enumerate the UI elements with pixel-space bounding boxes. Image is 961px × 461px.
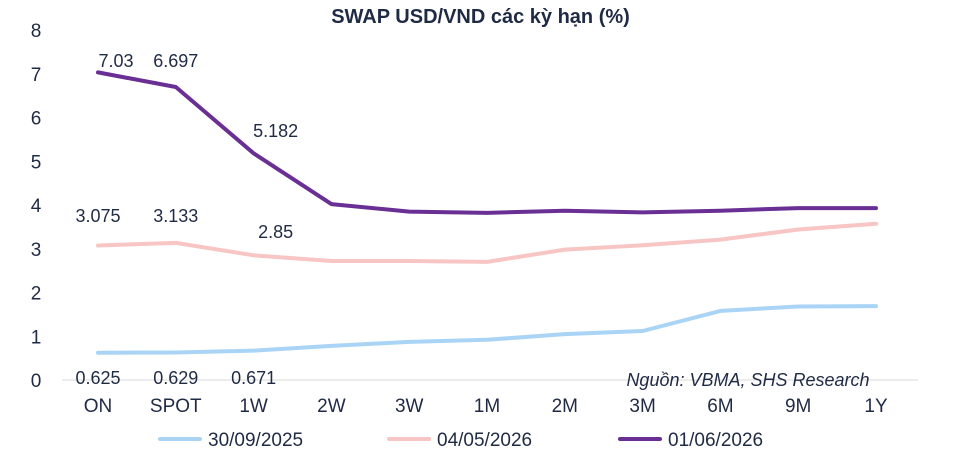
series-line	[96, 70, 878, 215]
x-tick-label: 2W	[317, 396, 346, 417]
data-label: 7.03	[98, 51, 133, 71]
y-tick-label: 1	[31, 327, 42, 348]
data-label: 0.625	[75, 368, 120, 388]
legend-label: 04/05/2026	[437, 430, 532, 451]
x-tick-label: ON	[84, 396, 113, 417]
legend-label: 30/09/2025	[208, 430, 303, 451]
chart-title: SWAP USD/VND các kỳ hạn (%)	[331, 6, 630, 28]
y-tick-label: 3	[31, 240, 42, 261]
y-tick-label: 5	[31, 152, 42, 173]
y-tick-label: 8	[31, 21, 42, 42]
x-tick-label: 1M	[474, 396, 500, 417]
data-label: 2.85	[258, 222, 293, 242]
x-tick-label: 1Y	[864, 396, 888, 417]
x-tick-label: 3W	[395, 396, 424, 417]
data-label: 0.671	[231, 368, 276, 388]
data-label: 5.182	[253, 121, 298, 141]
y-tick-label: 4	[31, 196, 42, 217]
y-tick-label: 2	[31, 284, 42, 305]
y-tick-label: 6	[31, 109, 42, 130]
data-label: 3.075	[75, 206, 120, 226]
source-note: Nguồn: VBMA, SHS Research	[626, 370, 869, 390]
y-tick-label: 7	[31, 65, 42, 86]
x-tick-label: 3M	[629, 396, 655, 417]
x-tick-label: 9M	[785, 396, 811, 417]
series-line	[96, 221, 878, 264]
x-tick-label: SPOT	[150, 396, 202, 417]
y-tick-label: 0	[31, 371, 42, 392]
data-label: 6.697	[153, 51, 198, 71]
x-tick-label: 6M	[707, 396, 733, 417]
x-tick-label: 2M	[552, 396, 578, 417]
series-line	[96, 304, 878, 355]
x-tick-label: 1W	[239, 396, 268, 417]
data-label: 0.629	[153, 368, 198, 388]
legend-label: 01/06/2026	[668, 430, 763, 451]
data-label: 3.133	[153, 206, 198, 226]
